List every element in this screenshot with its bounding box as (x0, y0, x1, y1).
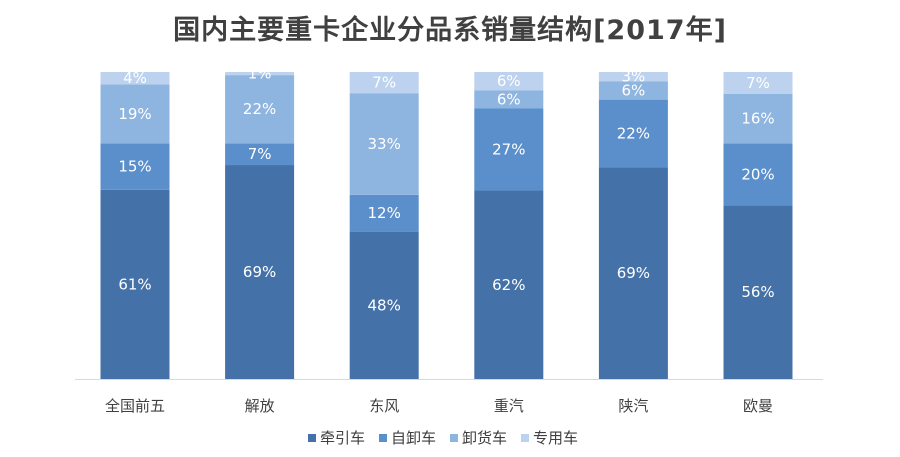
legend-swatch-3 (521, 434, 529, 442)
legend-swatch-1 (379, 434, 387, 442)
legend-swatch-0 (308, 434, 316, 442)
category-label-2: 东风 (369, 397, 399, 415)
data-label-0-3: 4% (123, 69, 147, 87)
bar-segment-0-2 (100, 84, 170, 144)
category-label-3: 重汽 (494, 397, 524, 415)
bar-segment-0-3 (100, 72, 170, 85)
chart-title: 国内主要重卡企业分品系销量结构[2017年] (173, 15, 727, 46)
category-label-5: 欧曼 (743, 397, 773, 415)
data-label-3-0: 62% (492, 276, 525, 294)
data-label-1-2: 22% (243, 100, 276, 118)
bar-segment-1-0 (225, 165, 295, 379)
bar-segment-0-1 (100, 143, 170, 190)
bar-segment-2-2 (349, 93, 419, 195)
data-label-2-0: 48% (368, 296, 401, 314)
data-label-1-0: 69% (243, 263, 276, 281)
data-label-2-1: 12% (368, 204, 401, 222)
bar-segment-4-2 (598, 81, 668, 100)
data-label-4-2: 6% (622, 81, 646, 99)
bar-segment-5-2 (723, 93, 793, 144)
category-label-0: 全国前五 (105, 397, 165, 415)
data-label-2-3: 7% (372, 74, 396, 92)
data-label-3-3: 6% (497, 72, 521, 90)
category-label-1: 解放 (245, 397, 275, 415)
data-label-3-2: 6% (497, 90, 521, 108)
data-label-0-0: 61% (118, 275, 151, 293)
bar-segment-3-3 (474, 72, 544, 91)
data-label-5-2: 16% (741, 110, 774, 128)
bar-segment-2-3 (349, 72, 419, 94)
bar-segment-2-0 (349, 231, 419, 379)
data-label-4-3: 3% (622, 68, 646, 86)
data-label-5-1: 20% (741, 165, 774, 183)
data-label-3-1: 27% (492, 141, 525, 159)
bar-segment-3-0 (474, 190, 544, 379)
bar-segment-2-1 (349, 194, 419, 232)
data-label-1-3: 1% (248, 65, 272, 83)
bar-segment-4-1 (598, 99, 668, 168)
bar-segment-3-2 (474, 90, 544, 109)
bar-segment-1-1 (225, 143, 295, 166)
legend-label-3: 专用车 (533, 429, 578, 447)
legend-swatch-2 (450, 434, 458, 442)
bar-segment-5-0 (723, 205, 793, 379)
data-label-1-1: 7% (248, 145, 272, 163)
bar-segment-0-0 (100, 189, 170, 379)
data-label-5-3: 7% (746, 74, 770, 92)
legend-label-2: 卸货车 (462, 429, 507, 447)
bar-segment-1-3 (225, 72, 295, 76)
bar-segment-3-1 (474, 108, 544, 191)
bar-segment-1-2 (225, 75, 295, 144)
legend-label-0: 牵引车 (320, 429, 365, 447)
data-label-4-0: 69% (617, 264, 650, 282)
bar-segment-5-3 (723, 72, 793, 94)
data-label-5-0: 56% (741, 283, 774, 301)
data-label-2-2: 33% (368, 135, 401, 153)
data-label-4-1: 22% (617, 124, 650, 142)
legend-label-1: 自卸车 (391, 429, 436, 447)
data-label-0-1: 15% (118, 158, 151, 176)
bar-segment-5-1 (723, 143, 793, 206)
data-label-0-2: 19% (118, 105, 151, 123)
category-label-4: 陕汽 (618, 397, 648, 415)
bar-segment-4-3 (598, 72, 668, 82)
bar-segment-4-0 (598, 167, 668, 379)
